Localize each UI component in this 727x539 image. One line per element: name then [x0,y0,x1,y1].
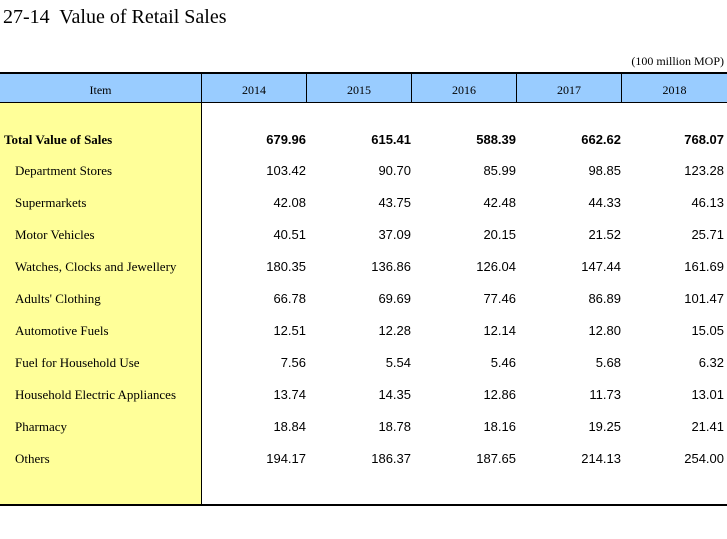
header-year-2018: 2018 [662,83,687,97]
table-row: Department Stores 103.42 90.70 85.99 98.… [0,155,727,187]
table-row: Others 194.17 186.37 187.65 214.13 254.0… [0,443,727,475]
cell-2016: 20.15 [483,227,516,242]
row-label: Household Electric Appliances [15,387,177,402]
header-divider [411,74,412,103]
cell-2016: 42.48 [483,195,516,210]
cell-2018: 15.05 [691,323,724,338]
cell-2014: 679.96 [266,132,306,147]
header-divider [201,74,202,103]
cell-2015: 69.69 [378,291,411,306]
cell-2014: 7.56 [280,355,306,370]
item-column-border [201,103,202,506]
cell-2017: 5.68 [595,355,621,370]
table-row: Adults' Clothing 66.78 69.69 77.46 86.89… [0,283,727,315]
cell-2015: 90.70 [378,163,411,178]
row-label: Adults' Clothing [15,291,101,306]
cell-2017: 12.80 [588,323,621,338]
table-row: Pharmacy 18.84 18.78 18.16 19.25 21.41 [0,411,727,443]
row-label: Others [15,451,50,466]
table-header: Item 2014 2015 2016 2017 2018 [0,72,727,103]
cell-2017: 19.25 [588,419,621,434]
cell-2018: 768.07 [684,132,724,147]
cell-2017: 98.85 [588,163,621,178]
table-row: Motor Vehicles 40.51 37.09 20.15 21.52 2… [0,219,727,251]
cell-2015: 43.75 [378,195,411,210]
header-year-2017: 2017 [557,83,581,97]
cell-2016: 85.99 [483,163,516,178]
cell-2015: 18.78 [378,419,411,434]
item-column-background [0,103,201,506]
cell-2016: 12.14 [483,323,516,338]
cell-2018: 101.47 [684,291,724,306]
table-row: Fuel for Household Use 7.56 5.54 5.46 5.… [0,347,727,379]
cell-2014: 66.78 [273,291,306,306]
row-label: Pharmacy [15,419,67,434]
cell-2017: 86.89 [588,291,621,306]
row-label: Fuel for Household Use [15,355,140,370]
cell-2014: 180.35 [266,259,306,274]
cell-2018: 254.00 [684,451,724,466]
cell-2018: 21.41 [691,419,724,434]
cell-2015: 5.54 [385,355,411,370]
row-label: Automotive Fuels [15,323,109,338]
cell-2017: 147.44 [581,259,621,274]
cell-2015: 14.35 [378,387,411,402]
cell-2015: 186.37 [371,451,411,466]
cell-2016: 126.04 [476,259,516,274]
row-label: Total Value of Sales [4,132,113,147]
cell-2018: 6.32 [698,355,724,370]
cell-2015: 12.28 [378,323,411,338]
header-year-2015: 2015 [347,83,371,97]
row-label: Watches, Clocks and Jewellery [15,259,177,274]
table-row: Supermarkets 42.08 43.75 42.48 44.33 46.… [0,187,727,219]
row-label: Motor Vehicles [15,227,95,242]
table-row: Automotive Fuels 12.51 12.28 12.14 12.80… [0,315,727,347]
table-row: Watches, Clocks and Jewellery 180.35 136… [0,251,727,283]
header-year-2014: 2014 [242,83,266,97]
cell-2016: 77.46 [483,291,516,306]
cell-2016: 588.39 [476,132,516,147]
cell-2016: 12.86 [483,387,516,402]
cell-2018: 123.28 [684,163,724,178]
cell-2018: 25.71 [691,227,724,242]
table-bottom-border [0,504,727,506]
unit-note: (100 million MOP) [631,54,724,68]
cell-2017: 214.13 [581,451,621,466]
cell-2014: 13.74 [273,387,306,402]
cell-2018: 161.69 [684,259,724,274]
cell-2016: 5.46 [490,355,516,370]
cell-2017: 11.73 [589,387,621,402]
header-divider [306,74,307,103]
page-title: 27-14 Value of Retail Sales [3,6,227,28]
cell-2016: 187.65 [476,451,516,466]
cell-2017: 662.62 [581,132,621,147]
cell-2017: 44.33 [588,195,621,210]
row-label: Supermarkets [15,195,87,210]
row-label: Department Stores [15,163,113,178]
cell-2014: 12.51 [273,323,306,338]
cell-2018: 46.13 [691,195,724,210]
cell-2015: 615.41 [371,132,411,147]
cell-2018: 13.01 [691,387,724,402]
table-row-total: Total Value of Sales 679.96 615.41 588.3… [0,124,727,156]
cell-2014: 18.84 [273,419,306,434]
cell-2015: 37.09 [378,227,411,242]
cell-2017: 21.52 [588,227,621,242]
header-year-2016: 2016 [452,83,476,97]
cell-2014: 194.17 [266,451,306,466]
cell-2014: 40.51 [273,227,306,242]
cell-2015: 136.86 [371,259,411,274]
header-item: Item [89,83,112,97]
header-divider [621,74,622,103]
cell-2016: 18.16 [483,419,516,434]
header-divider [516,74,517,103]
cell-2014: 42.08 [273,195,306,210]
table-row: Household Electric Appliances 13.74 14.3… [0,379,727,411]
cell-2014: 103.42 [266,163,306,178]
retail-sales-table: Item 2014 2015 2016 2017 2018 Total Valu… [0,72,727,506]
